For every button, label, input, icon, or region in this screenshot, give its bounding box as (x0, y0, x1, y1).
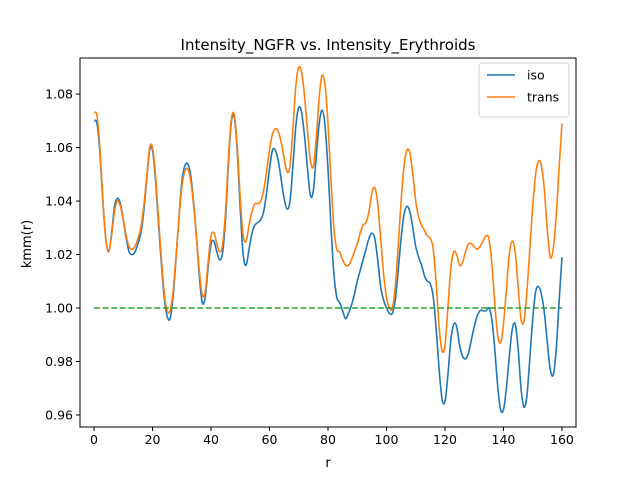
x-tick-label: 100 (375, 432, 399, 447)
y-tick-label: 0.98 (45, 354, 73, 369)
y-tick-label: 0.96 (45, 407, 73, 422)
series-line-trans (93, 65, 563, 354)
x-tick-label: 20 (145, 432, 161, 447)
y-tick-label: 1.02 (45, 247, 73, 262)
axes: 0 20 40 60 80 100 120 140 160 0.96 0.98 1.00 1.02 1.0… (45, 57, 577, 447)
legend: iso trans (478, 62, 570, 118)
y-axis-label: kmm(r) (20, 220, 35, 268)
x-tick-label: 120 (433, 432, 457, 447)
y-tick-label: 1.08 (45, 87, 73, 102)
legend-label-trans: trans (527, 90, 559, 105)
plot-lines (93, 65, 563, 414)
x-tick-label: 0 (90, 432, 98, 447)
chart-title: Intensity_NGFR vs. Intensity_Erythroids (181, 36, 476, 55)
y-tick-label: 1.04 (45, 194, 73, 209)
x-axis-label: r (325, 456, 331, 471)
x-tick-label: 60 (262, 432, 278, 447)
y-tick-label: 1.00 (45, 301, 73, 316)
x-tick-label: 140 (492, 432, 516, 447)
legend-box (478, 62, 570, 118)
series-line-iso (93, 105, 563, 414)
x-tick-label: 80 (320, 432, 336, 447)
x-tick-label: 40 (203, 432, 219, 447)
legend-label-iso: iso (527, 68, 545, 83)
x-tick-label: 160 (550, 432, 574, 447)
y-tick-label: 1.06 (45, 140, 73, 155)
